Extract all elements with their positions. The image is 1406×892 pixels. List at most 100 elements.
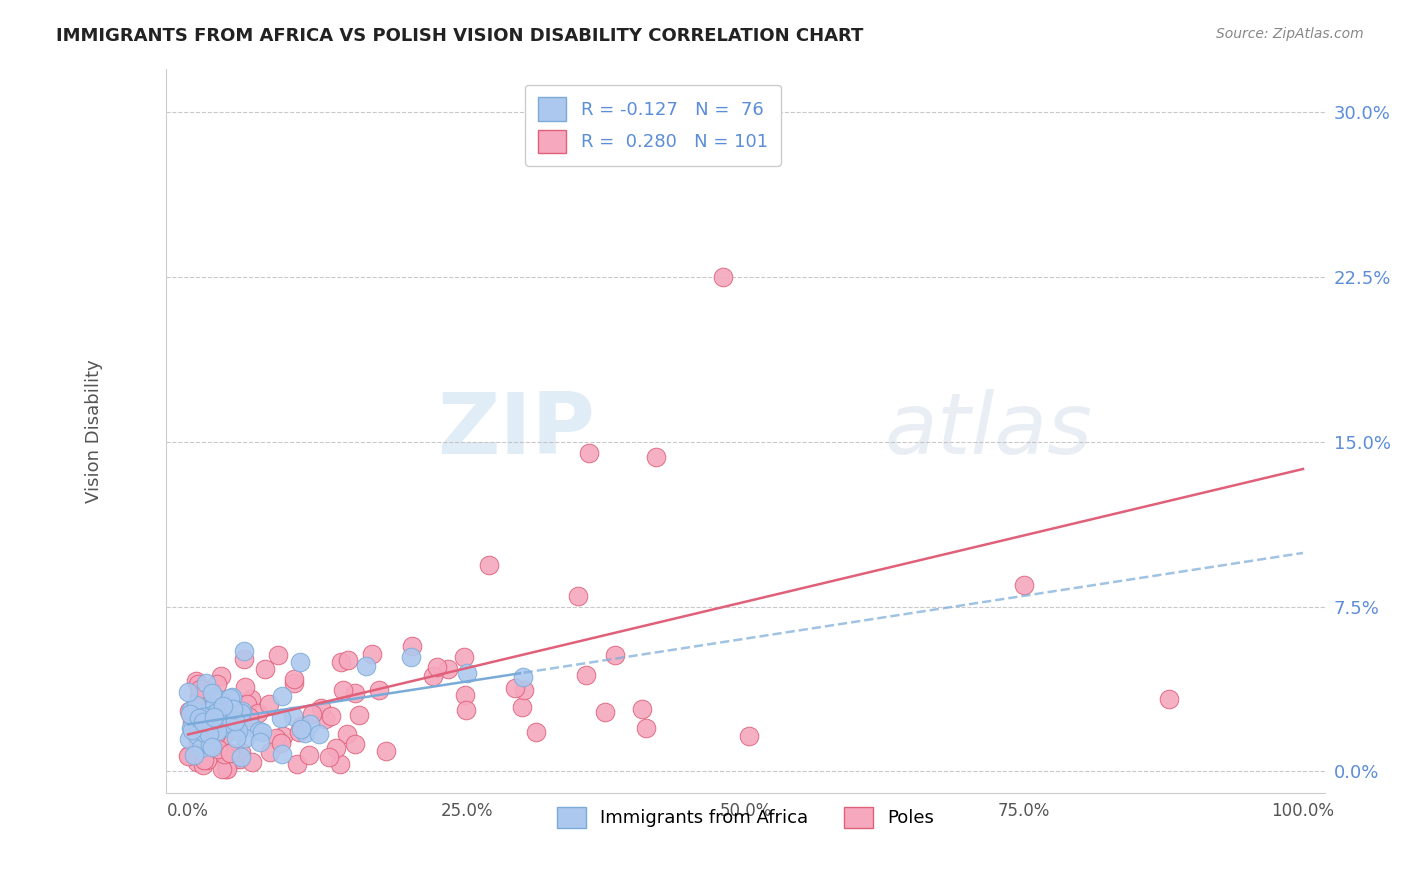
Point: [205, 706, 228, 721]
Point: [567, 589, 589, 603]
Point: [605, 648, 627, 663]
Point: [212, 699, 235, 714]
Point: [180, 721, 202, 735]
Point: [180, 703, 202, 717]
Point: [422, 669, 444, 683]
Y-axis label: Vision Disability: Vision Disability: [86, 359, 103, 503]
Point: [214, 728, 236, 742]
Point: [202, 709, 225, 723]
Point: [512, 700, 534, 714]
Point: [217, 713, 239, 727]
Point: [314, 713, 336, 727]
Point: [193, 753, 215, 767]
Point: [198, 738, 221, 752]
Point: [191, 709, 214, 723]
Point: [198, 713, 221, 727]
Point: [198, 717, 221, 731]
Point: [233, 680, 256, 694]
Point: [197, 721, 219, 735]
Point: [711, 270, 734, 285]
Point: [512, 670, 534, 684]
Point: [186, 673, 208, 688]
Point: [219, 747, 242, 761]
Point: [360, 647, 382, 661]
Legend: Immigrants from Africa, Poles: Immigrants from Africa, Poles: [550, 800, 942, 835]
Point: [201, 717, 224, 731]
Text: IMMIGRANTS FROM AFRICA VS POLISH VISION DISABILITY CORRELATION CHART: IMMIGRANTS FROM AFRICA VS POLISH VISION …: [56, 27, 863, 45]
Point: [253, 662, 276, 676]
Point: [318, 750, 340, 764]
Point: [454, 703, 477, 717]
Point: [187, 722, 209, 736]
Point: [329, 756, 352, 771]
Point: [329, 655, 352, 669]
Point: [204, 690, 226, 705]
Point: [202, 692, 225, 706]
Point: [204, 690, 226, 704]
Point: [209, 709, 232, 723]
Point: [224, 714, 246, 728]
Point: [219, 691, 242, 706]
Point: [503, 681, 526, 696]
Point: [231, 704, 253, 718]
Point: [201, 707, 224, 722]
Point: [211, 762, 233, 776]
Point: [368, 683, 391, 698]
Point: [240, 756, 263, 770]
Point: [186, 734, 208, 748]
Point: [212, 747, 235, 762]
Point: [186, 755, 208, 769]
Point: [205, 705, 228, 719]
Point: [202, 700, 225, 714]
Point: [1012, 577, 1035, 591]
Point: [184, 698, 207, 712]
Point: [180, 723, 202, 737]
Point: [204, 717, 226, 731]
Point: [186, 728, 208, 742]
Point: [290, 723, 312, 737]
Point: [177, 749, 200, 764]
Point: [336, 653, 359, 667]
Point: [264, 731, 287, 745]
Point: [225, 731, 247, 745]
Point: [250, 725, 273, 739]
Point: [226, 724, 249, 739]
Point: [512, 683, 534, 698]
Point: [456, 665, 478, 680]
Point: [187, 688, 209, 702]
Point: [198, 727, 221, 741]
Point: [270, 689, 292, 703]
Point: [187, 711, 209, 725]
Point: [247, 724, 270, 739]
Text: atlas: atlas: [884, 390, 1092, 473]
Point: [325, 740, 347, 755]
Point: [229, 745, 252, 759]
Point: [191, 712, 214, 726]
Point: [193, 758, 215, 772]
Point: [288, 725, 311, 739]
Point: [205, 726, 228, 740]
Point: [437, 663, 460, 677]
Point: [222, 702, 245, 716]
Point: [267, 648, 290, 663]
Point: [179, 704, 201, 718]
Point: [298, 747, 321, 762]
Text: ZIP: ZIP: [437, 390, 595, 473]
Point: [634, 721, 657, 735]
Point: [270, 711, 292, 725]
Point: [209, 669, 232, 683]
Point: [190, 719, 212, 733]
Point: [190, 689, 212, 703]
Point: [578, 446, 600, 460]
Point: [188, 681, 211, 696]
Point: [207, 742, 229, 756]
Point: [575, 668, 598, 682]
Point: [191, 714, 214, 729]
Point: [1159, 692, 1181, 706]
Point: [273, 729, 295, 743]
Point: [645, 450, 668, 465]
Point: [221, 711, 243, 725]
Point: [232, 643, 254, 657]
Point: [229, 750, 252, 764]
Point: [177, 732, 200, 747]
